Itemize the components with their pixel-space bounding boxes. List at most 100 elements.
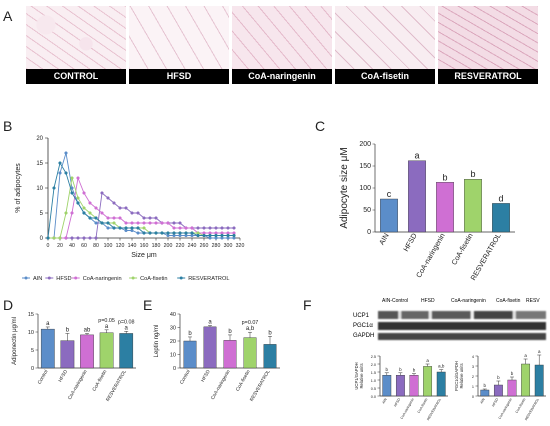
- western-blot: AIN-Control HFSD CoA-naringenin CoA-fise…: [376, 298, 546, 352]
- y-axis-title: Adiponectin μg/ml: [12, 317, 18, 365]
- data-point: [94, 206, 98, 210]
- data-point: [214, 233, 218, 238]
- y-tick-label: 1.5: [371, 371, 376, 375]
- significance-letter: a,b: [246, 326, 255, 332]
- significance-letter: a,b: [438, 364, 445, 369]
- legend-label: CoA-naringenin: [83, 276, 122, 282]
- y-axis-title: PGC1α/GAPDH: [454, 361, 459, 391]
- data-point: [232, 226, 236, 230]
- y-tick-label: 2.0: [371, 363, 376, 367]
- y-tick-label: 100: [359, 185, 371, 192]
- y-axis-title: UCP1/GAPDH: [354, 362, 359, 389]
- x-tick-label: 200: [164, 243, 173, 249]
- significance-letter: b: [188, 331, 192, 337]
- category-label: HFSD: [491, 397, 499, 407]
- bar: [492, 203, 510, 233]
- y-tick-label: 1: [472, 385, 474, 389]
- histology-label: HFSD: [129, 69, 229, 84]
- data-point: [118, 216, 122, 220]
- histology-label: CONTROL: [26, 69, 126, 84]
- data-point: [106, 226, 110, 230]
- data-point: [202, 233, 206, 238]
- series-line: [48, 152, 234, 239]
- data-point: [52, 236, 56, 240]
- legend-label: AIN: [33, 276, 42, 282]
- data-point: [226, 233, 230, 238]
- data-point: [76, 176, 80, 180]
- data-point: [130, 226, 134, 230]
- category-label: HFSD: [401, 232, 419, 253]
- data-point: [70, 211, 74, 215]
- chart-adiponectin: 051015aControlbHFSDabCoA-naringeninap=0.…: [12, 312, 136, 403]
- category-label: CoA-fisetin: [515, 397, 527, 413]
- category-label: AIN: [381, 397, 388, 404]
- y-tick-label: 0.0: [371, 395, 376, 399]
- legend-label: RESVERATROL: [188, 276, 229, 282]
- data-point: [82, 191, 86, 195]
- y-tick-label: 0: [31, 366, 34, 372]
- histology-photo: [232, 6, 332, 69]
- category-label: RESVERATROL: [249, 369, 272, 403]
- bar: [380, 198, 398, 233]
- blot-protein-label: PGC1α: [353, 323, 373, 329]
- significance-letter: a: [105, 324, 109, 330]
- data-point: [226, 226, 230, 230]
- bar: [436, 371, 446, 397]
- category-label: CoA-naringenin: [498, 397, 513, 420]
- significance-letter: a: [46, 321, 50, 327]
- y-axis-title: % of adipocytes: [15, 163, 22, 213]
- data-point: [106, 216, 110, 220]
- y-axis-title: Relative units: [459, 363, 464, 388]
- x-tick-label: 260: [200, 243, 209, 249]
- category-label: CoA-fisetin: [235, 369, 252, 393]
- x-tick-label: 280: [212, 243, 221, 249]
- histology-label: CoA-fisetin: [335, 69, 435, 84]
- data-point: [76, 236, 80, 240]
- histology-image-resveratrol: RESVERATROL: [438, 6, 538, 84]
- data-point: [190, 231, 194, 235]
- data-point: [148, 216, 152, 220]
- blot-protein-label: GAPDH: [353, 333, 375, 339]
- bar: [534, 364, 544, 397]
- panel-letter-f: F: [303, 297, 312, 313]
- x-tick-label: 140: [128, 243, 137, 249]
- panel-letter-d: D: [3, 297, 14, 313]
- data-point: [82, 236, 86, 240]
- y-tick-label: 0: [367, 229, 371, 236]
- data-point: [220, 226, 224, 230]
- data-point: [118, 206, 122, 210]
- legend-label: HFSD: [56, 276, 71, 282]
- series-line: [48, 177, 234, 239]
- y-axis-title: Relative units: [359, 363, 364, 388]
- data-point: [46, 236, 50, 240]
- bar: [243, 337, 257, 369]
- y-axis-title: Adipocyte size μM: [339, 147, 350, 228]
- data-point: [94, 221, 98, 225]
- panel-letter-a: A: [3, 8, 13, 24]
- blot-protein-label: UCP1: [353, 313, 370, 319]
- x-tick-label: 180: [152, 243, 161, 249]
- histology-photo: [129, 6, 229, 69]
- y-tick-label: 40: [170, 312, 176, 318]
- data-point: [88, 211, 92, 215]
- category-label: HFSD: [393, 397, 401, 407]
- significance-letter: b: [484, 383, 487, 388]
- y-tick-label: 10: [28, 330, 34, 336]
- significance-letter: ab: [84, 327, 91, 333]
- bar: [382, 375, 392, 397]
- chart-pgc1a-gapdh: 0 1 2 3 4 b AIN b HFSD b CoA-naringenin a CoA-fiseti…: [454, 349, 546, 421]
- x-tick-label: 0: [47, 243, 50, 249]
- histology-image-control: CONTROL: [26, 6, 126, 84]
- data-point: [154, 231, 158, 235]
- histology-image-coa-naringenin: CoA-naringenin: [232, 6, 332, 84]
- bar: [40, 328, 55, 369]
- data-point: [64, 151, 68, 155]
- data-point: [220, 233, 224, 238]
- data-point: [82, 211, 86, 215]
- blot-group-label: CoA-fisetin: [496, 298, 521, 304]
- data-point: [232, 233, 236, 238]
- data-point: [178, 226, 182, 230]
- category-label: CoA-naringenin: [210, 369, 232, 401]
- significance-letter: c: [387, 189, 392, 199]
